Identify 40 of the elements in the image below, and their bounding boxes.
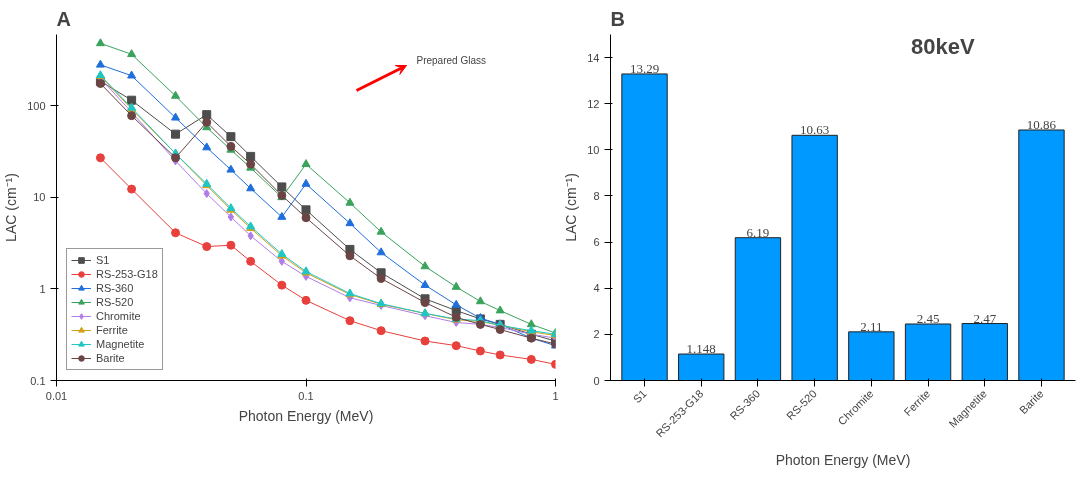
data-label: 6.19 [746, 224, 770, 240]
y-tick-label: 10 [33, 191, 46, 204]
data-label: 1.148 [686, 341, 716, 357]
legend-label: Ferrite [96, 323, 128, 337]
annotation: Prepared Glass [416, 55, 486, 66]
x-tick-label: 0.1 [298, 389, 314, 402]
legend-label: S1 [96, 253, 111, 267]
chart-title: A [56, 7, 71, 30]
legend-label: Magnetite [96, 337, 145, 351]
legend-label: RS-253-G18 [96, 267, 158, 281]
data-label: 2.11 [860, 318, 883, 334]
y-axis-title: LAC (cm⁻¹) [563, 173, 580, 242]
x-tick-label: 0.01 [45, 389, 68, 402]
annotation: 80keV [911, 33, 975, 59]
y-tick-label: 100 [27, 99, 46, 112]
data-label: 13.29 [629, 60, 660, 76]
y-tick-label: 10 [587, 143, 600, 156]
data-label: 10.63 [800, 122, 830, 138]
legend-label: Chromite [96, 309, 141, 323]
x-tick-label: S1 [630, 387, 649, 406]
legend-label: RS-520 [96, 295, 134, 309]
data-label: 2.45 [916, 310, 940, 326]
y-axis-title: LAC (cm⁻¹) [3, 173, 20, 242]
y-tick-label: 12 [587, 97, 600, 110]
x-axis-title: Photon Energy (MeV) [238, 407, 374, 424]
y-tick-label: 8 [593, 189, 600, 202]
y-tick-label: 6 [593, 236, 600, 249]
y-tick-label: 1 [39, 282, 46, 295]
y-tick-label: 14 [587, 51, 600, 64]
x-tick-label: 1 [552, 389, 559, 402]
x-axis-title: Photon Energy (MeV) [775, 451, 911, 468]
chart-title: B [610, 7, 625, 30]
data-label: 10.86 [1026, 117, 1057, 132]
y-tick-label: 2 [593, 328, 600, 341]
data-label: 2.47 [973, 310, 997, 326]
legend-label: RS-360 [96, 281, 134, 295]
legend-label: Barite [96, 351, 125, 365]
y-tick-label: 4 [593, 282, 600, 295]
y-tick-label: 0.1 [30, 374, 46, 387]
y-tick-label: 0 [593, 374, 600, 387]
